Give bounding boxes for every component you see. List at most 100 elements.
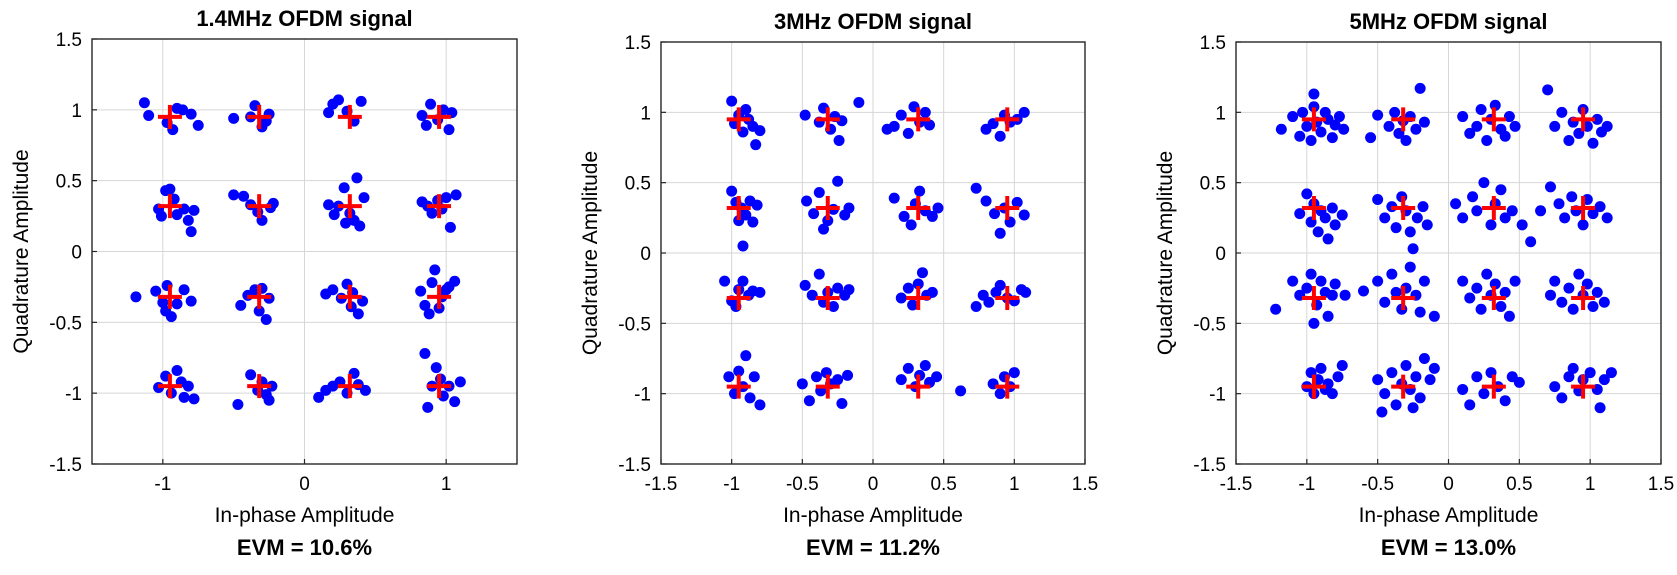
symbol-point bbox=[1549, 120, 1561, 132]
symbol-point bbox=[1457, 212, 1469, 224]
symbol-point bbox=[188, 393, 200, 405]
reference-plus-marker bbox=[1391, 195, 1416, 220]
symbol-point bbox=[1485, 219, 1497, 231]
symbol-point bbox=[822, 215, 834, 227]
symbol-point bbox=[415, 285, 427, 297]
y-tick-label: -1 bbox=[1209, 385, 1226, 406]
reference-plus-marker bbox=[906, 195, 931, 220]
symbol-point bbox=[1525, 236, 1537, 248]
reference-plus-marker bbox=[995, 286, 1020, 311]
x-tick-label: 1 bbox=[1009, 474, 1020, 495]
symbol-point bbox=[228, 189, 240, 201]
symbol-point bbox=[171, 365, 183, 376]
symbol-point bbox=[1499, 130, 1511, 142]
symbol-point bbox=[1553, 198, 1565, 210]
symbol-point bbox=[1287, 111, 1299, 123]
symbol-point bbox=[430, 362, 442, 374]
reference-plus-marker bbox=[995, 374, 1020, 399]
y-tick-label: -1 bbox=[634, 385, 651, 406]
chart-panel-2: -1.5 -1 -0.5 0 0.5 1 1.5 -1.5 -1 -0.5 0 0.5 1 1.5 3MHz… bbox=[579, 9, 1098, 560]
reference-plus-marker bbox=[906, 107, 931, 132]
reference-plus-marker bbox=[1481, 195, 1506, 220]
symbol-point bbox=[1329, 219, 1341, 231]
symbol-point bbox=[723, 371, 735, 383]
symbol-point bbox=[754, 125, 766, 137]
symbol-point bbox=[1390, 222, 1402, 234]
reference-plus-marker bbox=[1571, 195, 1596, 220]
symbol-point bbox=[1305, 134, 1317, 146]
symbol-point bbox=[806, 289, 818, 301]
y-tick-label: -1.5 bbox=[618, 455, 651, 476]
symbol-point bbox=[1556, 296, 1568, 308]
symbol-point bbox=[1383, 120, 1395, 132]
symbol-point bbox=[1591, 113, 1603, 125]
symbol-point bbox=[994, 227, 1006, 239]
symbol-point bbox=[328, 209, 340, 221]
symbol-point bbox=[1563, 371, 1575, 383]
symbol-point bbox=[1495, 184, 1507, 196]
y-tick-label: 0 bbox=[71, 243, 82, 264]
y-tick-label: 0.5 bbox=[56, 172, 82, 193]
symbol-point bbox=[813, 268, 825, 280]
symbol-point bbox=[245, 369, 257, 381]
symbol-point bbox=[1333, 111, 1345, 123]
symbol-point bbox=[914, 185, 926, 197]
symbol-point bbox=[340, 217, 352, 229]
symbol-point bbox=[1018, 209, 1030, 221]
reference-plus-marker bbox=[247, 104, 272, 129]
symbol-point bbox=[419, 348, 431, 359]
reference-plus-marker bbox=[1481, 286, 1506, 311]
symbol-point bbox=[1332, 371, 1344, 383]
symbol-point bbox=[1390, 286, 1402, 298]
symbol-point bbox=[1513, 376, 1525, 388]
y-tick-label: -0.5 bbox=[618, 314, 651, 335]
x-tick-label: 0.5 bbox=[1506, 474, 1532, 495]
symbol-point bbox=[919, 360, 931, 372]
symbol-point bbox=[1605, 367, 1617, 379]
symbol-point bbox=[425, 98, 437, 110]
symbol-point bbox=[1503, 111, 1515, 123]
plot-frame bbox=[660, 41, 1086, 465]
symbol-point bbox=[266, 380, 278, 392]
symbol-point bbox=[832, 374, 844, 386]
reference-plus-marker bbox=[157, 374, 182, 399]
x-axis-label: In-phase Amplitude bbox=[215, 504, 395, 527]
symbol-point bbox=[171, 298, 183, 310]
symbol-point bbox=[1478, 388, 1490, 400]
x-axis-label: In-phase Amplitude bbox=[1359, 504, 1539, 527]
symbol-point bbox=[740, 209, 752, 221]
symbol-point bbox=[354, 220, 366, 232]
symbol-point bbox=[919, 106, 931, 118]
symbol-point bbox=[1011, 196, 1023, 208]
x-tick-label: -1.5 bbox=[1220, 474, 1253, 495]
symbol-point bbox=[1594, 201, 1606, 213]
symbol-point bbox=[1018, 106, 1030, 118]
symbol-point bbox=[232, 399, 244, 410]
symbol-point bbox=[1573, 268, 1585, 280]
symbol-point bbox=[895, 292, 907, 304]
y-tick-label: 0 bbox=[1215, 244, 1226, 265]
symbol-point bbox=[799, 279, 811, 291]
symbol-point bbox=[1418, 353, 1430, 364]
reference-plus-marker bbox=[815, 286, 840, 311]
symbol-point bbox=[235, 299, 247, 311]
reference-plus-marker bbox=[337, 104, 362, 129]
symbol-point bbox=[1549, 275, 1561, 287]
chart-panel-1: -1 0 1 -1.5 -1 -0.5 0 0.5 1 1.5 1.4MHz OFDM signal… bbox=[10, 6, 518, 560]
symbol-point bbox=[1503, 310, 1515, 322]
symbol-point bbox=[1464, 127, 1476, 139]
symbol-point bbox=[1421, 219, 1433, 231]
symbol-point bbox=[1308, 88, 1320, 100]
symbol-point bbox=[1549, 381, 1561, 393]
reference-plus-marker bbox=[726, 374, 751, 399]
x-tick-label: -1 bbox=[1298, 474, 1315, 495]
evm-caption: EVM = 13.0% bbox=[1381, 535, 1516, 560]
symbol-point bbox=[1326, 202, 1338, 214]
symbol-point bbox=[1467, 191, 1479, 203]
symbol-point bbox=[164, 183, 176, 195]
reference-plus-marker bbox=[157, 284, 182, 309]
reference-plus-marker bbox=[247, 284, 272, 309]
reference-plus-marker bbox=[427, 284, 452, 309]
y-tick-label: 1 bbox=[71, 101, 82, 122]
symbol-point bbox=[902, 362, 914, 374]
